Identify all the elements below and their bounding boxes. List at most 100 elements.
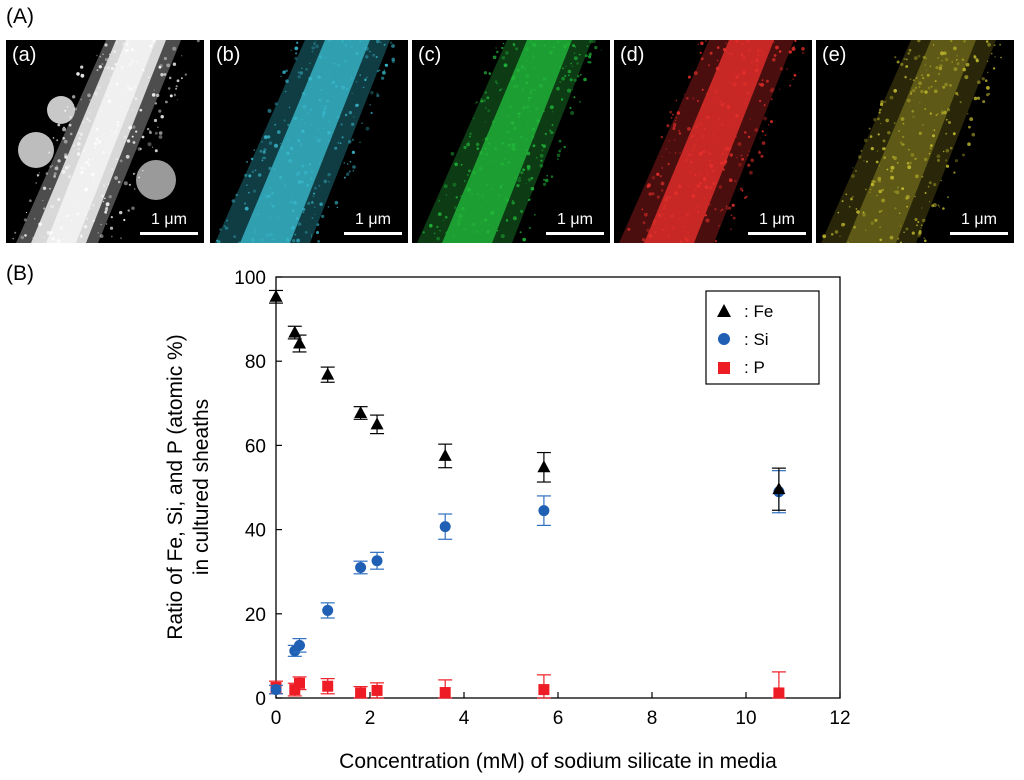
speckle bbox=[881, 198, 885, 203]
speckle bbox=[529, 88, 534, 92]
speckle bbox=[280, 146, 284, 149]
speckle bbox=[500, 234, 505, 239]
speckle bbox=[313, 192, 316, 195]
micrograph-b: (b) 1 μm bbox=[210, 40, 408, 243]
speckle bbox=[313, 42, 316, 45]
speckle bbox=[327, 172, 331, 177]
speckle bbox=[265, 195, 268, 199]
y-axis-title-line-1: Ratio of Fe, Si, and P (atomic %) bbox=[164, 334, 187, 639]
speckle bbox=[902, 135, 905, 138]
speckle bbox=[450, 151, 455, 156]
speckle bbox=[120, 65, 125, 70]
speckle bbox=[274, 123, 277, 126]
speckle bbox=[672, 124, 677, 128]
speckle bbox=[592, 40, 596, 44]
speckle bbox=[665, 148, 668, 150]
p-point bbox=[355, 687, 367, 699]
speckle bbox=[313, 186, 317, 190]
speckle bbox=[301, 129, 305, 133]
speckle bbox=[295, 52, 298, 55]
speckle bbox=[652, 219, 657, 223]
speckle bbox=[694, 188, 697, 191]
speckle bbox=[109, 226, 114, 230]
speckle bbox=[678, 132, 682, 135]
si-point bbox=[322, 604, 334, 616]
speckle bbox=[669, 110, 673, 114]
speckle bbox=[728, 52, 730, 54]
speckle bbox=[38, 172, 41, 174]
speckle bbox=[389, 41, 393, 44]
p-point bbox=[773, 687, 785, 699]
speckle bbox=[921, 175, 924, 178]
speckle bbox=[139, 108, 143, 112]
speckle bbox=[91, 172, 95, 177]
speckle bbox=[297, 180, 302, 184]
speckle bbox=[285, 79, 289, 83]
speckle bbox=[525, 183, 527, 185]
speckle bbox=[301, 91, 306, 96]
speckle bbox=[663, 204, 667, 207]
speckle bbox=[750, 158, 754, 163]
speckle bbox=[528, 198, 531, 202]
speckle bbox=[940, 179, 942, 182]
scatter-chart: 0 20 40 60 80 100 0 2 4 6 8 10 12 Ratio of Fe, Si, … bbox=[164, 268, 851, 773]
speckle bbox=[957, 94, 959, 97]
speckle bbox=[141, 68, 145, 72]
speckle bbox=[263, 150, 265, 153]
speckle bbox=[429, 223, 433, 228]
speckle bbox=[922, 218, 926, 223]
speckle bbox=[921, 74, 923, 77]
speckle bbox=[665, 195, 669, 200]
speckle bbox=[513, 84, 517, 89]
speckle bbox=[53, 172, 57, 176]
speckle bbox=[531, 135, 535, 139]
speckle bbox=[542, 182, 547, 186]
speckle bbox=[257, 213, 260, 215]
speckle bbox=[736, 156, 738, 159]
speckle bbox=[357, 52, 360, 55]
speckle bbox=[61, 169, 66, 174]
speckle bbox=[316, 223, 320, 227]
speckle bbox=[317, 75, 321, 80]
speckle bbox=[715, 181, 718, 184]
speckle bbox=[877, 117, 880, 121]
fe-point bbox=[321, 367, 335, 380]
speckle bbox=[664, 225, 667, 228]
speckle bbox=[685, 238, 689, 242]
speckle bbox=[153, 89, 155, 91]
speckle bbox=[328, 140, 331, 142]
speckle bbox=[898, 130, 900, 132]
speckle bbox=[476, 101, 478, 103]
speckle bbox=[570, 62, 573, 65]
speckle bbox=[981, 77, 985, 81]
speckle bbox=[930, 85, 933, 88]
speckle bbox=[748, 150, 750, 152]
speckle bbox=[151, 146, 154, 148]
micrograph-a-image bbox=[12, 40, 200, 243]
speckle bbox=[130, 87, 133, 91]
speckle bbox=[20, 235, 25, 240]
speckle bbox=[323, 179, 328, 184]
speckle bbox=[119, 210, 123, 215]
speckle bbox=[794, 40, 797, 42]
speckle bbox=[876, 194, 878, 197]
speckle bbox=[116, 120, 119, 124]
speckle bbox=[746, 40, 750, 43]
speckle bbox=[321, 214, 325, 218]
speckle bbox=[702, 104, 704, 106]
speckle bbox=[535, 156, 538, 159]
speckle bbox=[294, 46, 299, 51]
speckle bbox=[915, 174, 919, 178]
x-tick-label: 0 bbox=[271, 708, 282, 729]
x-tick-label: 6 bbox=[553, 708, 564, 729]
speckle bbox=[315, 40, 317, 43]
speckle bbox=[97, 136, 99, 138]
speckle bbox=[878, 189, 882, 194]
speckle bbox=[311, 217, 314, 220]
speckle bbox=[102, 200, 105, 203]
speckle bbox=[62, 137, 65, 140]
y-tick-label: 60 bbox=[245, 436, 266, 457]
speckle bbox=[869, 135, 873, 138]
speckle bbox=[318, 99, 322, 102]
speckle bbox=[458, 235, 461, 237]
